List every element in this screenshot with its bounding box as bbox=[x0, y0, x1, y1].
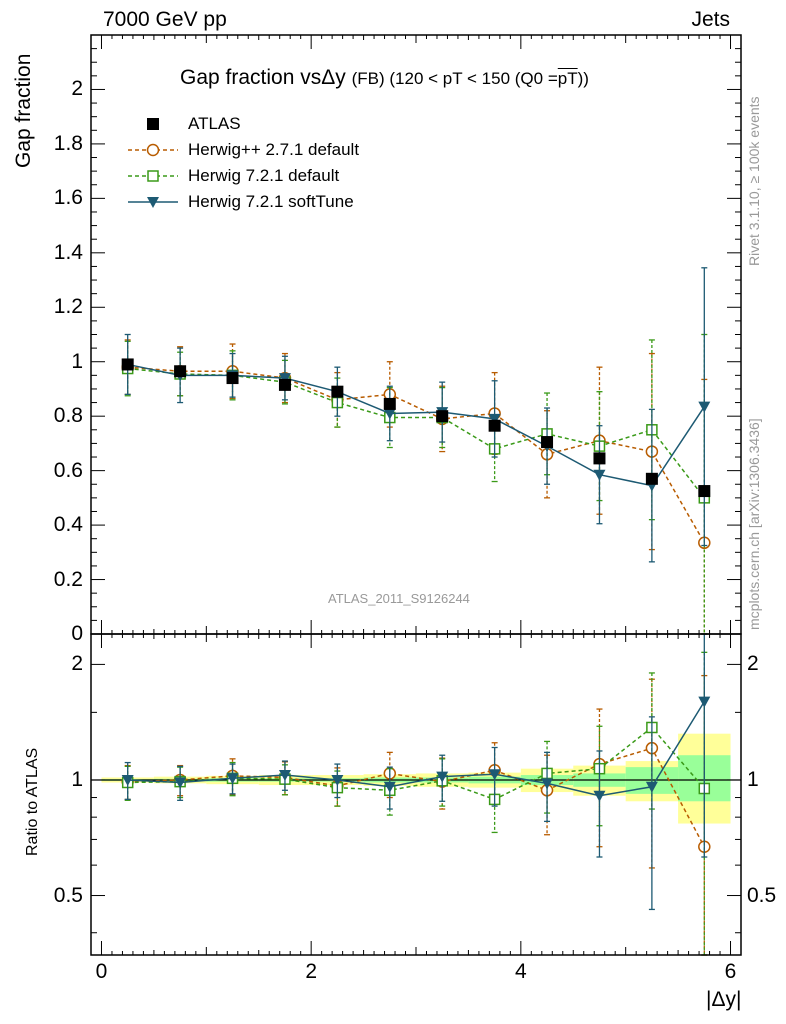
y-tick-label-top: 0.8 bbox=[53, 404, 83, 428]
y-tick-label-top: 0.4 bbox=[53, 513, 83, 537]
top-atlas-point bbox=[226, 372, 239, 385]
ratio-herwig-softtune-point bbox=[226, 773, 239, 785]
y-tick-label-bottom-right: 1 bbox=[747, 767, 759, 791]
y-tick-label-bottom-right: 0.5 bbox=[747, 883, 777, 907]
ratio-herwig-softtune-point bbox=[698, 696, 711, 708]
y-tick-label-top: 1.4 bbox=[53, 240, 83, 264]
y-tick-label-top: 0.6 bbox=[53, 458, 83, 482]
top-herwig-softtune-point bbox=[383, 408, 396, 420]
top-atlas-point bbox=[436, 410, 449, 423]
legend-item-herwig-default: Herwig 7.2.1 default bbox=[124, 164, 339, 188]
legend-marker bbox=[147, 118, 159, 130]
legend-label-herwig-softtune: Herwig 7.2.1 softTune bbox=[188, 192, 354, 211]
y-tick-label-top: 1.2 bbox=[53, 295, 83, 319]
legend-marker bbox=[147, 197, 159, 208]
mcplots-credit: mcplots.cern.ch [arXiv:1306.3436] bbox=[746, 418, 762, 630]
ratio-herwig-softtune-point bbox=[541, 778, 554, 790]
y-tick-label-top: 1.6 bbox=[53, 186, 83, 210]
x-tick-label: 2 bbox=[305, 960, 317, 983]
ratio-herwig-softtune-point bbox=[383, 781, 396, 793]
top-atlas-point bbox=[383, 397, 396, 410]
top-atlas-point bbox=[174, 365, 187, 378]
plot-title-close: )) bbox=[577, 69, 589, 88]
top-atlas-point bbox=[278, 378, 291, 391]
category-label: Jets bbox=[691, 8, 730, 31]
ratio-herwig-softtune-point bbox=[488, 769, 501, 781]
plot-title: Gap fraction vsΔy (FB) (120 < pT < 150 (… bbox=[180, 66, 589, 90]
top-herwig-softtune-point bbox=[278, 373, 291, 385]
ratio-herwig-softtune-point bbox=[278, 770, 291, 782]
ratio-herwig-softtune-point bbox=[436, 771, 449, 783]
ratio-herwig-softtune-point bbox=[331, 774, 344, 786]
x-axis-label: |Δy| bbox=[706, 988, 742, 1011]
y-axis-label-bottom: Ratio to ATLAS bbox=[24, 747, 41, 856]
ratio-herwigpp-line bbox=[127, 747, 705, 848]
y-tick-label-top: 0 bbox=[71, 622, 83, 645]
top-atlas-point bbox=[541, 436, 554, 449]
top-atlas-point bbox=[488, 419, 501, 432]
plot-title-pt: pT bbox=[557, 69, 578, 88]
ratio-herwig-softtune-line bbox=[127, 701, 705, 797]
x-tick-label: 0 bbox=[95, 960, 108, 983]
top-atlas-point bbox=[121, 358, 134, 371]
legend-item-herwigpp: Herwig++ 2.7.1 default bbox=[124, 138, 359, 162]
y-axis-label-top: Gap fraction bbox=[12, 53, 35, 168]
legend-marker bbox=[146, 143, 160, 157]
y-tick-label-top: 1 bbox=[71, 349, 83, 373]
top-atlas-point bbox=[331, 385, 344, 398]
top-atlas-point bbox=[645, 472, 658, 485]
top-atlas-point bbox=[698, 485, 711, 498]
top-atlas-point bbox=[593, 452, 606, 465]
y-tick-label-bottom: 2 bbox=[71, 652, 83, 676]
legend-marker bbox=[147, 170, 159, 182]
ratio-herwig-softtune-point bbox=[645, 781, 658, 793]
y-tick-label-bottom: 0.5 bbox=[53, 883, 83, 907]
y-tick-label-top: 2 bbox=[71, 77, 83, 101]
legend-label-atlas: ATLAS bbox=[188, 114, 241, 133]
y-tick-label-top: 0.2 bbox=[53, 567, 83, 591]
y-tick-label-bottom-right: 2 bbox=[747, 652, 759, 676]
x-tick-label: 6 bbox=[724, 960, 737, 983]
ratio-herwig-softtune-point bbox=[174, 777, 187, 789]
top-herwig-default-line bbox=[127, 367, 705, 499]
top-herwig-softtune-point bbox=[698, 401, 711, 413]
top-herwigpp-line bbox=[127, 366, 705, 544]
legend-item-atlas: ATLAS bbox=[124, 112, 241, 136]
legend-label-herwig-default: Herwig 7.2.1 default bbox=[188, 166, 340, 185]
analysis-tag: ATLAS_2011_S9126244 bbox=[328, 591, 470, 606]
legend-item-herwig-softtune: Herwig 7.2.1 softTune bbox=[124, 190, 354, 214]
collision-label: 7000 GeV pp bbox=[103, 8, 227, 31]
x-tick-label: 4 bbox=[514, 960, 527, 983]
y-tick-label-top: 1.8 bbox=[53, 131, 83, 155]
legend-label-herwigpp: Herwig++ 2.7.1 default bbox=[188, 140, 360, 159]
top-herwig-softtune-point bbox=[593, 469, 606, 481]
top-herwig-softtune-point bbox=[488, 413, 501, 425]
ratio-herwig-softtune-point bbox=[121, 774, 134, 786]
top-herwig-softtune-line bbox=[127, 363, 705, 487]
plot-title-detail: (FB) (120 < pT < 150 (Q0 = bbox=[351, 69, 558, 88]
y-tick-label-bottom: 1 bbox=[71, 767, 83, 791]
ratio-herwig-default-line bbox=[127, 726, 705, 801]
rivet-credit: Rivet 3.1.10, ≥ 100k events bbox=[746, 96, 762, 266]
ratio-herwig-softtune-point bbox=[593, 790, 606, 802]
plot-title-main: Gap fraction vsΔy bbox=[180, 66, 346, 89]
